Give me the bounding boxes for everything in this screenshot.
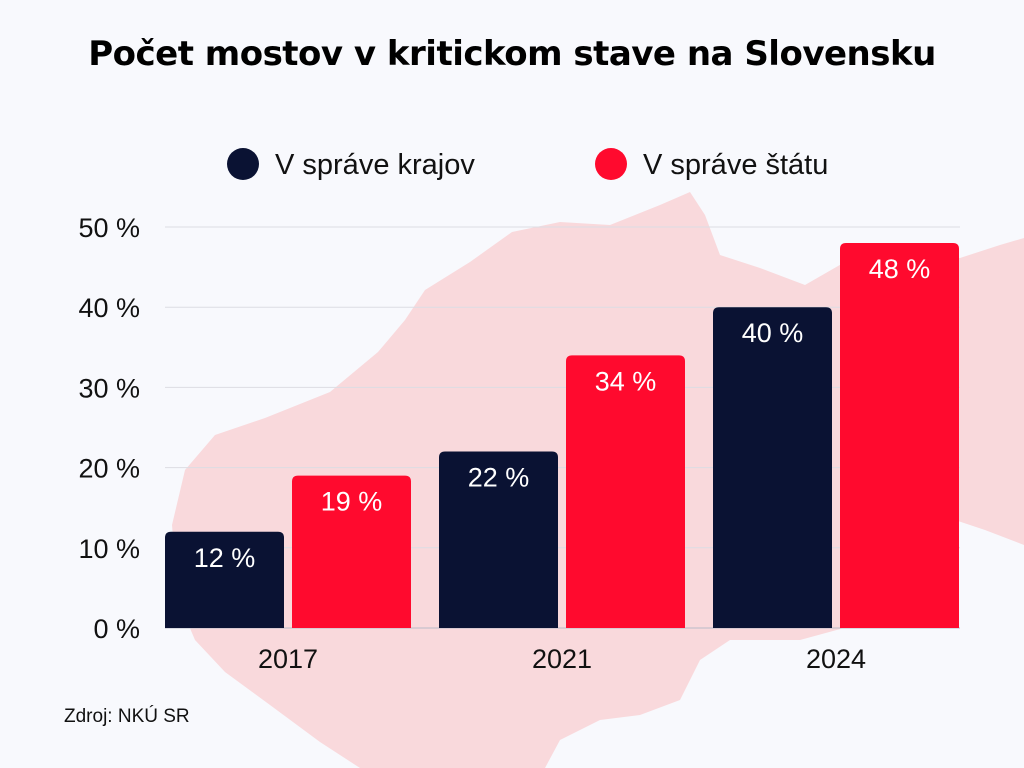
data-label: 22 % <box>468 463 530 493</box>
legend-swatch <box>595 148 627 180</box>
data-label: 48 % <box>869 254 931 284</box>
legend-label: V správe štátu <box>643 149 828 181</box>
y-tick-label: 0 % <box>93 614 140 644</box>
y-tick-label: 10 % <box>78 534 140 564</box>
y-tick-label: 50 % <box>78 213 140 243</box>
data-label: 34 % <box>595 366 657 396</box>
y-tick-label: 20 % <box>78 454 140 484</box>
data-label: 40 % <box>742 318 804 348</box>
bar <box>439 451 558 628</box>
bar <box>165 531 284 628</box>
x-tick-label: 2017 <box>258 644 318 674</box>
x-tick-label: 2024 <box>806 644 866 674</box>
chart-title: Počet mostov v kritickom stave na Sloven… <box>88 34 936 74</box>
bar <box>566 355 685 628</box>
x-tick-label: 2021 <box>532 644 592 674</box>
legend-label: V správe krajov <box>275 149 475 181</box>
bar <box>292 475 411 628</box>
bar <box>840 243 959 629</box>
y-tick-label: 30 % <box>78 373 140 403</box>
source-note: Zdroj: NKÚ SR <box>64 706 190 727</box>
data-label: 19 % <box>321 487 383 517</box>
bar <box>713 307 832 628</box>
legend-swatch <box>227 148 259 180</box>
y-tick-label: 40 % <box>78 293 140 323</box>
data-label: 12 % <box>194 543 256 573</box>
